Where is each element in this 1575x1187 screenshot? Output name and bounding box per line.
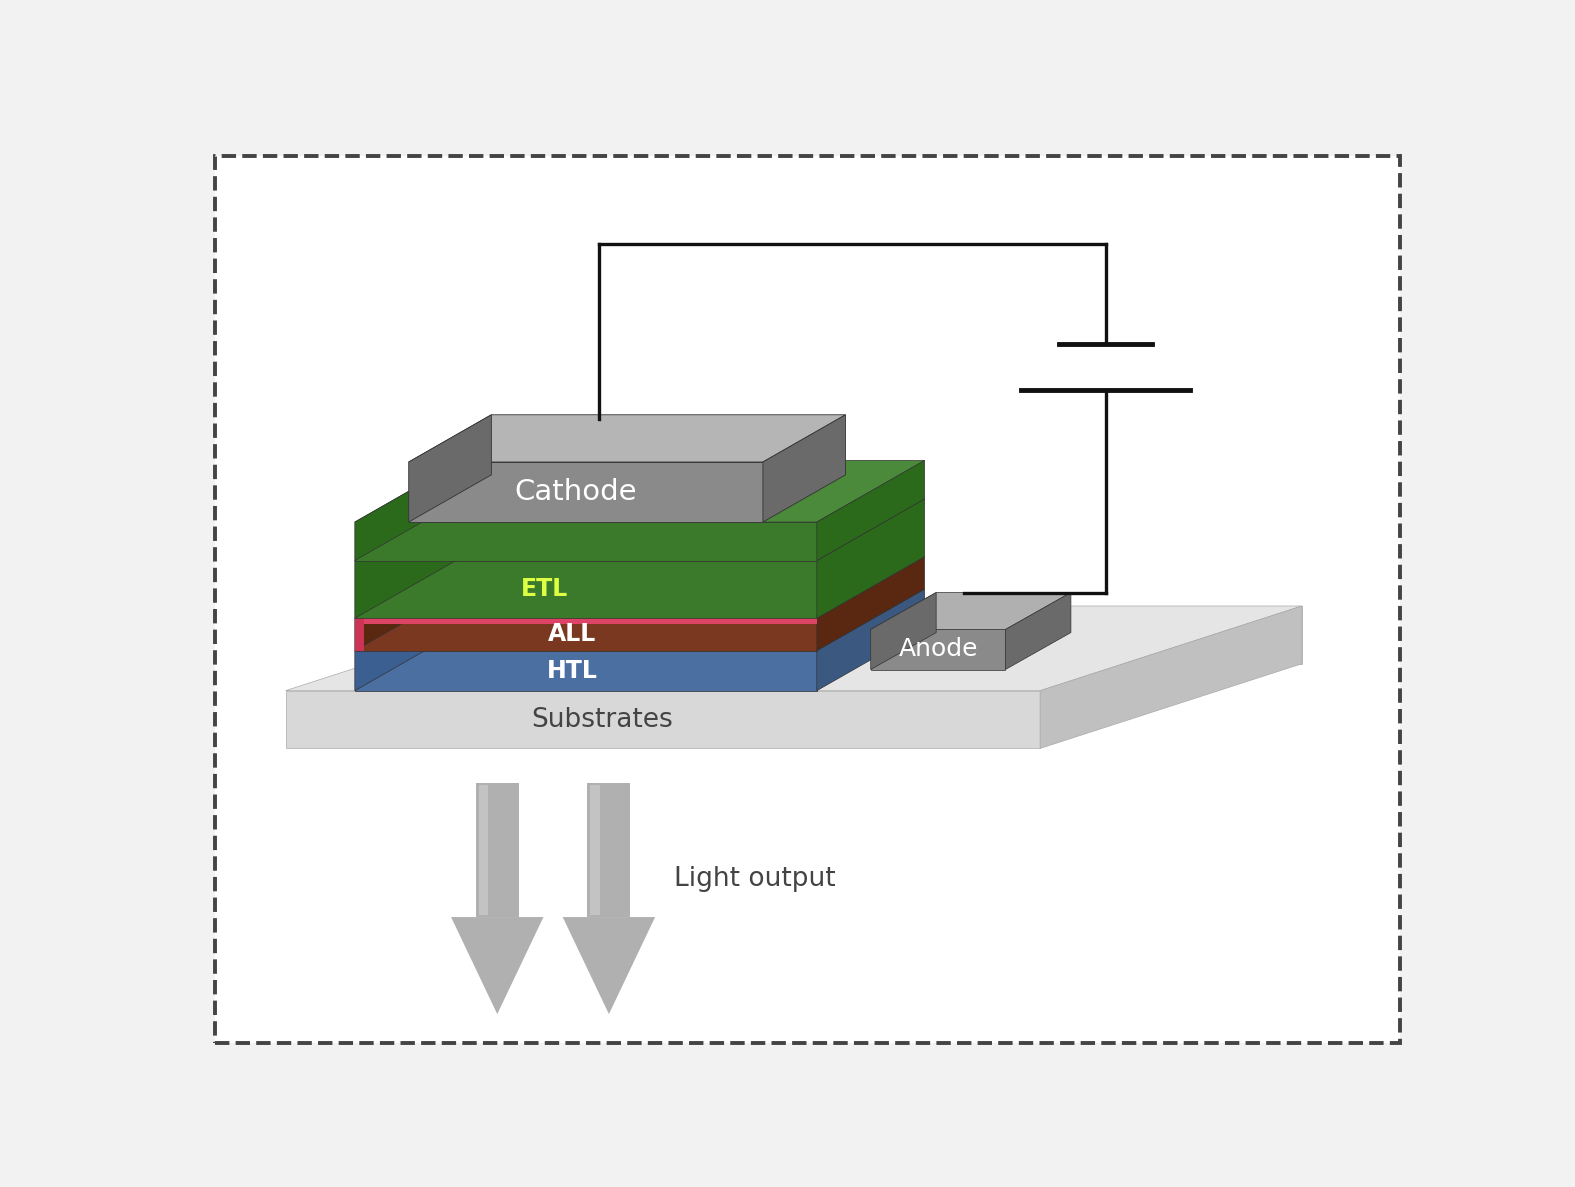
- Polygon shape: [285, 607, 1303, 691]
- Text: Light output: Light output: [674, 867, 836, 893]
- Polygon shape: [354, 499, 463, 618]
- Text: ALL: ALL: [548, 622, 595, 647]
- Polygon shape: [871, 592, 1071, 629]
- Polygon shape: [817, 589, 925, 691]
- Polygon shape: [479, 786, 488, 915]
- Polygon shape: [562, 918, 655, 1014]
- Polygon shape: [354, 499, 925, 560]
- Polygon shape: [591, 786, 600, 915]
- Polygon shape: [354, 618, 364, 650]
- FancyBboxPatch shape: [214, 157, 1400, 1042]
- Polygon shape: [354, 461, 463, 560]
- Polygon shape: [354, 589, 925, 650]
- Text: Cathode: Cathode: [513, 478, 636, 506]
- Text: HTL: HTL: [547, 659, 597, 683]
- Polygon shape: [410, 414, 491, 522]
- Polygon shape: [354, 589, 463, 691]
- Polygon shape: [1005, 592, 1071, 669]
- Polygon shape: [354, 522, 817, 560]
- Text: Substrates: Substrates: [532, 706, 674, 732]
- Text: ETL: ETL: [521, 577, 569, 602]
- Polygon shape: [871, 629, 1005, 669]
- Polygon shape: [354, 618, 817, 623]
- Polygon shape: [354, 557, 925, 618]
- Polygon shape: [354, 650, 817, 691]
- Polygon shape: [817, 557, 925, 650]
- Polygon shape: [354, 461, 925, 522]
- Polygon shape: [817, 499, 925, 618]
- Polygon shape: [476, 783, 518, 918]
- Polygon shape: [817, 461, 925, 560]
- Polygon shape: [354, 618, 817, 650]
- Polygon shape: [285, 691, 1040, 749]
- Polygon shape: [354, 560, 817, 618]
- Polygon shape: [410, 414, 846, 462]
- Polygon shape: [762, 414, 846, 522]
- Text: Anode: Anode: [898, 637, 978, 661]
- Polygon shape: [354, 557, 463, 650]
- Polygon shape: [548, 607, 1303, 664]
- Polygon shape: [871, 592, 936, 669]
- Polygon shape: [587, 783, 630, 918]
- Polygon shape: [450, 918, 543, 1014]
- Polygon shape: [1040, 607, 1303, 749]
- Polygon shape: [410, 462, 762, 522]
